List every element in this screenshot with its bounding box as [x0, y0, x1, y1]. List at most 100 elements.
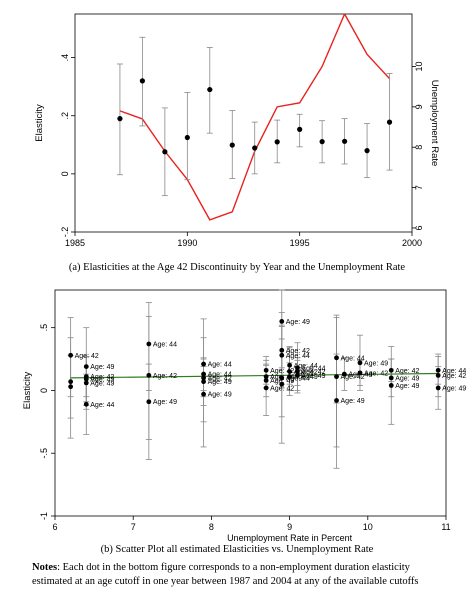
- x-axis-label: Unemployment Rate in Percent: [227, 533, 353, 543]
- point-label: Age: 49: [208, 392, 232, 399]
- point-label: Age: 42: [442, 373, 466, 380]
- point-label: Age: 49: [395, 383, 419, 390]
- scatter-point: [68, 379, 74, 385]
- point-label: Age: 49: [208, 379, 232, 386]
- x-tick-label: 8: [209, 522, 214, 532]
- elasticity-point: [139, 78, 145, 84]
- point-label: Age: 42: [341, 374, 365, 381]
- point-label: Age: 44: [442, 368, 466, 375]
- scatter-point: [388, 375, 394, 381]
- scatter-point: [83, 380, 89, 386]
- point-label: Age: 44: [286, 375, 310, 382]
- scatter-point: [388, 383, 394, 388]
- top-chart: 1985199019952000-.20.2.4678910YearElasti…: [34, 13, 440, 248]
- scatter-point: [68, 384, 74, 390]
- x-tick-label: 1985: [65, 238, 85, 248]
- scatter-point: [201, 371, 206, 377]
- y-tick-label: .5: [39, 324, 49, 332]
- point-label: Age: 49: [395, 375, 419, 382]
- scatter-point: [201, 375, 206, 381]
- scatter-point: [83, 401, 89, 407]
- scatter-point: [263, 378, 269, 383]
- scatter-point: [287, 362, 292, 368]
- elasticity-point: [162, 149, 168, 155]
- point-label: Age: 42: [286, 348, 310, 355]
- x-tick-label: 11: [441, 522, 450, 532]
- scatter-point: [146, 372, 152, 378]
- scatter-point: [83, 364, 89, 369]
- scatter-point: [146, 399, 152, 405]
- elasticity-point: [229, 142, 235, 148]
- point-label: Age: 49: [442, 385, 466, 392]
- x-tick-label: 9: [287, 522, 292, 532]
- point-label: Age: 49: [301, 373, 325, 380]
- scatter-point: [279, 352, 285, 358]
- y-right-tick-label: 9: [414, 104, 424, 109]
- point-label: Age: 44: [90, 402, 114, 409]
- scatter-point: [201, 379, 206, 385]
- x-tick-label: 1995: [290, 238, 310, 248]
- y-right-tick-label: 10: [414, 61, 424, 71]
- scatter-point: [83, 376, 89, 382]
- plot-frame: [54, 289, 447, 517]
- scatter-point: [68, 352, 74, 358]
- scatter-point: [334, 398, 339, 403]
- elasticity-point: [117, 116, 123, 122]
- y-right-tick-label: 8: [414, 145, 424, 150]
- scatter-point: [287, 369, 292, 375]
- point-label: Age: 44: [301, 365, 325, 372]
- notes: Notes: Each dot in the bottom figure cor…: [32, 561, 452, 589]
- point-label: Age: 49: [90, 377, 114, 384]
- scatter-point: [263, 367, 269, 373]
- top-caption: (a) Elasticities at the Age 42 Discontin…: [68, 262, 406, 273]
- scatter-point: [357, 360, 363, 366]
- x-tick-label: 6: [52, 522, 57, 532]
- y-right-axis-label: Unemployment Rate: [429, 80, 440, 167]
- scatter-point: [435, 367, 441, 373]
- notes-text: : Each dot in the bottom figure correspo…: [32, 562, 419, 587]
- elasticity-point: [184, 134, 190, 141]
- scatter-point: [287, 374, 292, 380]
- point-label: Age: 49: [364, 360, 388, 367]
- scatter-point: [435, 385, 441, 391]
- y-axis-label: Elasticity: [34, 104, 45, 142]
- point-label: Age: 42: [270, 385, 294, 392]
- plot-frame: [74, 13, 413, 233]
- scatter-point: [201, 361, 206, 367]
- y-axis-label: Elasticity: [22, 371, 33, 409]
- point-label: Age: 49: [286, 319, 310, 326]
- y-tick-label: -.2: [60, 227, 70, 238]
- point-label: Age: 44: [208, 372, 232, 379]
- scatter-point: [334, 374, 339, 380]
- point-label: Age: 49: [294, 374, 318, 381]
- scatter-point: [279, 381, 285, 387]
- scatter-point: [263, 374, 269, 380]
- point-label: Age: 42: [364, 370, 388, 377]
- x-tick-label: 1990: [177, 238, 197, 248]
- scatter-point: [334, 355, 339, 361]
- y-right-tick-label: 7: [414, 185, 424, 190]
- point-label: Age: 44: [208, 362, 232, 369]
- point-label: Age: 49: [270, 378, 294, 385]
- elasticity-point: [297, 126, 303, 132]
- point-label: Age: 49: [153, 399, 177, 406]
- elasticity-point: [319, 139, 325, 145]
- point-label: Age: 42: [301, 369, 325, 376]
- point-label: Age: 49: [341, 398, 365, 405]
- point-label: Age: 44: [153, 341, 177, 348]
- point-label: Age: 44: [294, 363, 318, 370]
- unemployment-rate-line: [119, 14, 391, 221]
- elasticity-point: [207, 86, 213, 93]
- point-label: Age: 42: [90, 374, 114, 381]
- fit-line: [70, 372, 439, 379]
- scatter-point: [279, 375, 285, 381]
- scatter-point: [201, 391, 206, 397]
- y-tick-label: -.5: [39, 448, 49, 459]
- scatter-point: [279, 318, 285, 324]
- point-label: Age: 49: [90, 364, 114, 371]
- bottom-caption: (b) Scatter Plot all estimated Elasticit…: [100, 544, 374, 555]
- elasticity-point: [274, 139, 280, 145]
- y-tick-label: .2: [60, 112, 70, 120]
- y-tick-label: 0: [39, 388, 49, 393]
- scatter-point: [263, 385, 269, 391]
